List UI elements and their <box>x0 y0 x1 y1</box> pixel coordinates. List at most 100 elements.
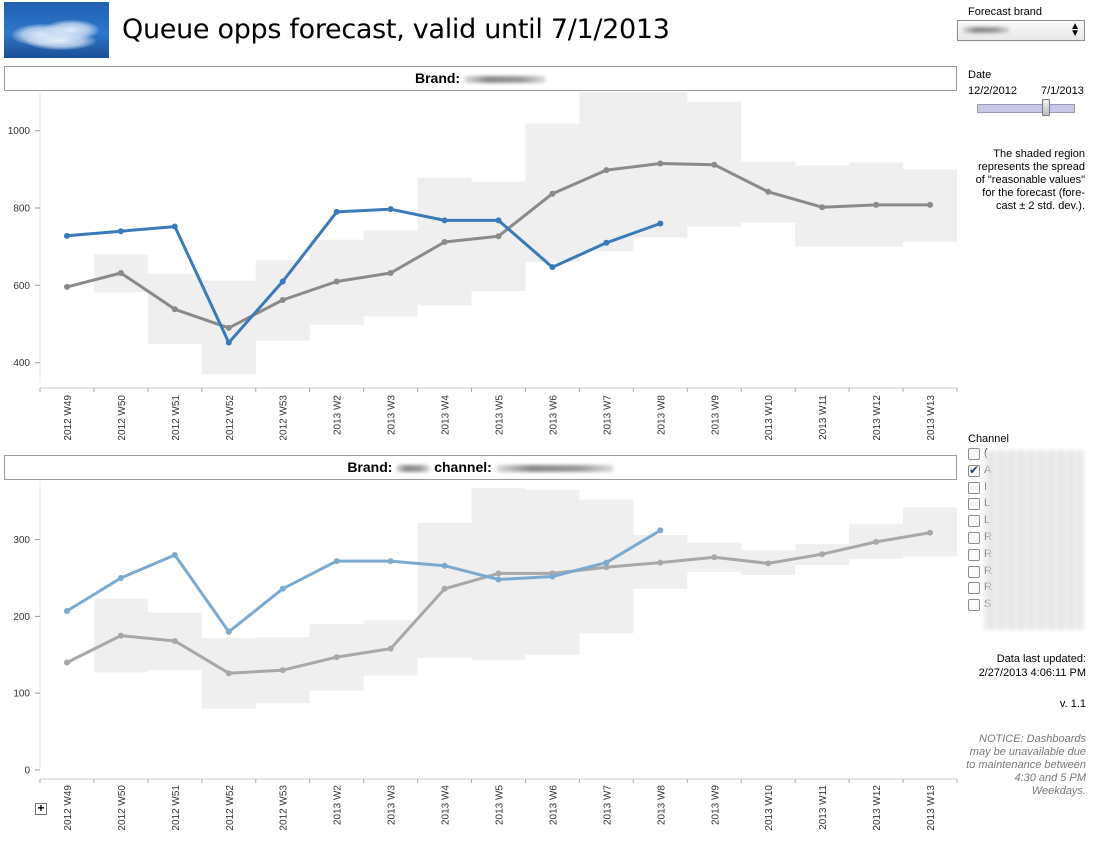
forecast-point <box>333 278 340 285</box>
forecast-point <box>387 269 394 276</box>
actual-point <box>441 217 448 224</box>
bottom-forecast-chart: 0 100 200 300 2012 W49 2012 W50 2012 W51 2012 W… <box>13 482 958 831</box>
forecast-point <box>225 670 232 677</box>
actual-series-line <box>66 529 662 634</box>
forecast-point <box>333 654 340 661</box>
bottom-panel-header: Brand: channel: <box>4 455 957 480</box>
forecast-point <box>495 570 502 577</box>
expand-button[interactable]: + <box>35 802 47 815</box>
notice-line: 4:30 and 5 PM Weekdays. <box>1014 772 1086 797</box>
note-line: for the forecast (fore- <box>982 187 1085 199</box>
forecast-point <box>711 161 718 168</box>
forecast-point <box>927 201 934 208</box>
channel-checkbox[interactable] <box>968 515 980 528</box>
x-tick-label: 2013 W12 <box>872 785 883 831</box>
channel-label: channel: <box>434 459 492 475</box>
note-line: cast ± 2 std. dev.). <box>996 200 1085 212</box>
forecast-point <box>279 667 286 674</box>
forecast-point <box>549 190 556 197</box>
actual-point <box>333 208 340 215</box>
y-tick-label: 400 <box>13 358 30 369</box>
x-tick-label: 2013 W5 <box>495 395 506 435</box>
forecast-point <box>765 560 772 567</box>
actual-point <box>63 608 70 615</box>
redacted-brand-value <box>962 27 1010 33</box>
x-tick-label: 2013 W10 <box>764 785 775 831</box>
forecast-point <box>387 645 394 652</box>
top-forecast-chart: 400 600 800 1000 2012 W49 2012 W50 2012 W51 201… <box>8 92 958 441</box>
date-slider-track[interactable] <box>977 104 1075 113</box>
x-tick-label: 2012 W50 <box>117 395 128 441</box>
y-tick-label: 200 <box>13 612 30 623</box>
date-slider-handle[interactable] <box>1041 99 1050 116</box>
channel-checkbox[interactable] <box>968 582 980 595</box>
forecast-point <box>441 239 448 246</box>
x-tick-label: 2013 W9 <box>710 395 721 435</box>
maintenance-notice: NOTICE: Dashboards may be unavailable du… <box>958 733 1086 798</box>
channel-checkbox[interactable] <box>968 599 980 612</box>
y-tick-label: 100 <box>13 689 30 700</box>
x-tick-label: 2013 W7 <box>602 395 613 435</box>
channel-checkbox[interactable] <box>968 448 980 460</box>
channel-checkbox[interactable] <box>968 565 980 578</box>
x-tick-label: 2013 W9 <box>710 785 721 825</box>
forecast-point <box>171 637 178 644</box>
forecast-brand-select[interactable]: ▲ ▼ <box>957 20 1085 41</box>
chevron-updown-icon: ▲ ▼ <box>1070 21 1080 39</box>
forecast-point <box>603 564 610 571</box>
actual-point <box>549 264 556 271</box>
x-tick-label: 2013 W3 <box>387 395 398 435</box>
x-tick-label: 2013 W2 <box>333 395 344 435</box>
forecast-point <box>63 659 70 666</box>
x-tick-label: 2013 W8 <box>656 785 667 825</box>
notice-line: to maintenance between <box>966 759 1086 771</box>
x-tick-label: 2013 W7 <box>602 785 613 825</box>
forecast-point <box>117 632 124 639</box>
brand-label: Brand: <box>347 459 393 475</box>
actual-point <box>657 220 664 227</box>
y-tick-label: 1000 <box>8 126 31 137</box>
actual-point <box>225 339 232 346</box>
note-line: of "reasonable values" <box>975 174 1085 186</box>
channel-checkbox[interactable] <box>968 498 980 511</box>
x-tick-label: 2013 W4 <box>441 785 452 825</box>
x-tick-label: 2013 W8 <box>656 395 667 435</box>
note-line: represents the spread <box>977 161 1085 173</box>
actual-point <box>603 239 610 246</box>
channel-checkbox[interactable] <box>968 532 980 544</box>
channel-checkbox[interactable] <box>968 481 980 494</box>
actual-series-line <box>66 207 661 345</box>
actual-point <box>495 576 502 583</box>
x-tick-label: 2013 W4 <box>441 395 452 435</box>
x-tick-label: 2013 W13 <box>926 785 937 831</box>
x-tick-label: 2012 W52 <box>225 395 236 441</box>
date-start: 12/2/2012 <box>968 85 1017 97</box>
actual-point <box>333 558 340 565</box>
redacted-channel-names <box>984 450 1084 630</box>
top-panel-header: Brand: <box>4 66 957 91</box>
x-tick-label: 2013 W10 <box>764 395 775 441</box>
actual-point <box>387 206 394 213</box>
channel-checkbox[interactable] <box>968 463 980 477</box>
x-tick-label: 2013 W13 <box>926 395 937 441</box>
page-title: Queue opps forecast, valid until 7/1/201… <box>122 14 670 45</box>
data-updated-label: Data last updated: <box>996 653 1086 665</box>
actual-point <box>657 527 664 534</box>
forecast-point <box>117 269 124 276</box>
x-tick-label: 2012 W53 <box>279 395 290 441</box>
forecast-point <box>225 324 232 331</box>
redacted-brand <box>396 464 431 472</box>
x-tick-label: 2013 W6 <box>548 395 559 435</box>
actual-point <box>63 232 70 239</box>
actual-point <box>225 628 232 635</box>
date-label: Date <box>968 69 992 81</box>
redacted-channel <box>495 464 614 472</box>
actual-point <box>603 559 610 566</box>
data-updated-value: 2/27/2013 4:06:11 PM <box>978 667 1086 679</box>
x-tick-label: 2013 W12 <box>872 395 883 441</box>
y-tick-label: 800 <box>13 204 30 215</box>
shaded-region-note: The shaded region represents the spread … <box>958 148 1085 213</box>
channel-checkbox[interactable] <box>968 548 980 561</box>
forecast-point <box>765 188 772 195</box>
forecast-point <box>927 529 934 536</box>
